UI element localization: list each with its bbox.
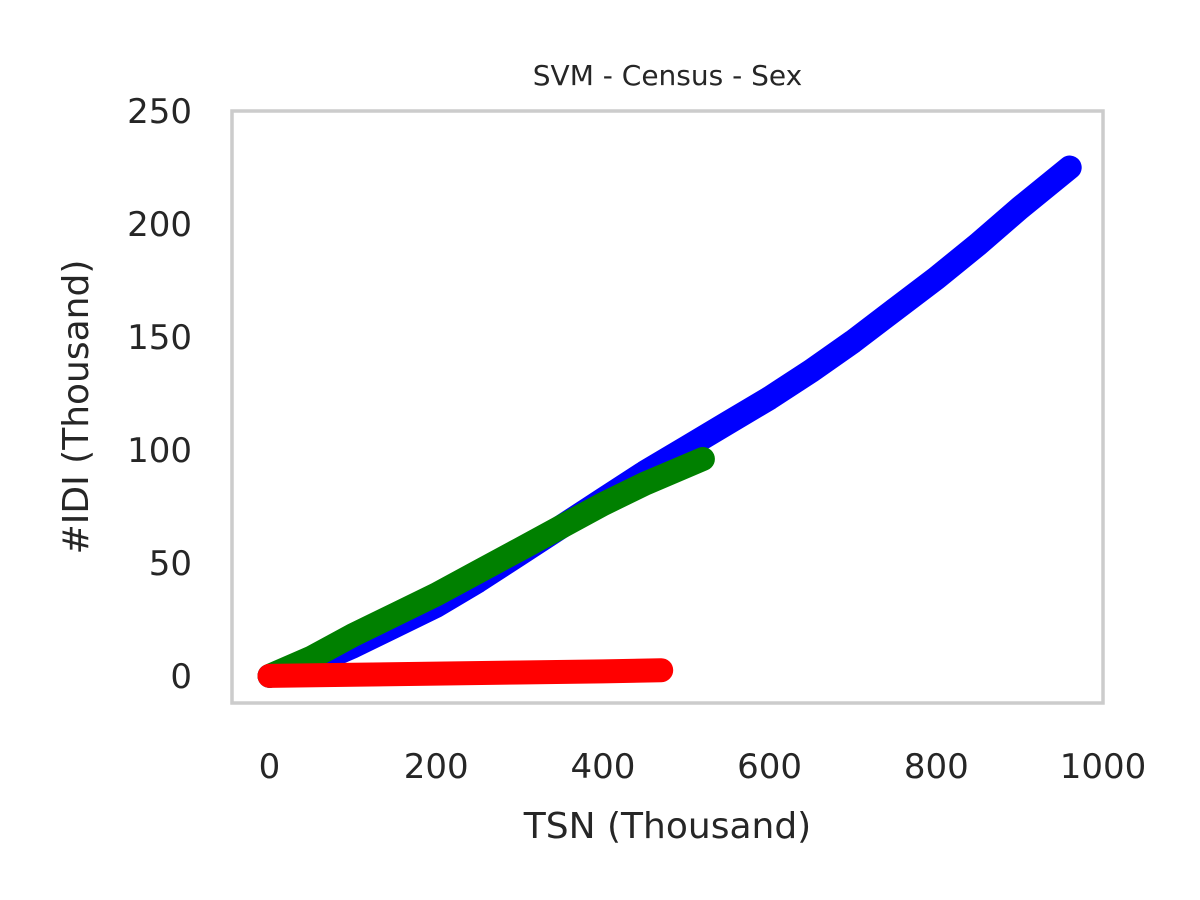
x-tick-label: 400 xyxy=(570,747,635,787)
x-tick-label: 1000 xyxy=(1060,747,1147,787)
chart-title: SVM - Census - Sex xyxy=(533,59,802,92)
x-tick-label: 600 xyxy=(737,747,802,787)
series-line-2 xyxy=(257,447,715,688)
x-tick-label: 800 xyxy=(904,747,969,787)
x-axis-label: TSN (Thousand) xyxy=(523,806,811,847)
y-tick-label: 200 xyxy=(127,205,192,245)
y-tick-label: 250 xyxy=(127,92,192,132)
x-tick-label: 0 xyxy=(259,747,281,787)
x-tick-label: 200 xyxy=(404,747,469,787)
series-line-3 xyxy=(257,658,674,688)
y-tick-label: 100 xyxy=(127,431,192,471)
y-axis-label: #IDI (Thousand) xyxy=(56,260,97,555)
plot-frame xyxy=(230,109,1105,705)
y-tick-label: 150 xyxy=(127,318,192,358)
y-tick-label: 0 xyxy=(170,657,192,697)
y-tick-label: 50 xyxy=(149,544,192,584)
x-tick-labels: 0 200 400 600 800 1000 xyxy=(259,747,1147,787)
series-layer xyxy=(257,155,1082,688)
y-tick-labels: 0 50 100 150 200 250 xyxy=(127,92,192,697)
